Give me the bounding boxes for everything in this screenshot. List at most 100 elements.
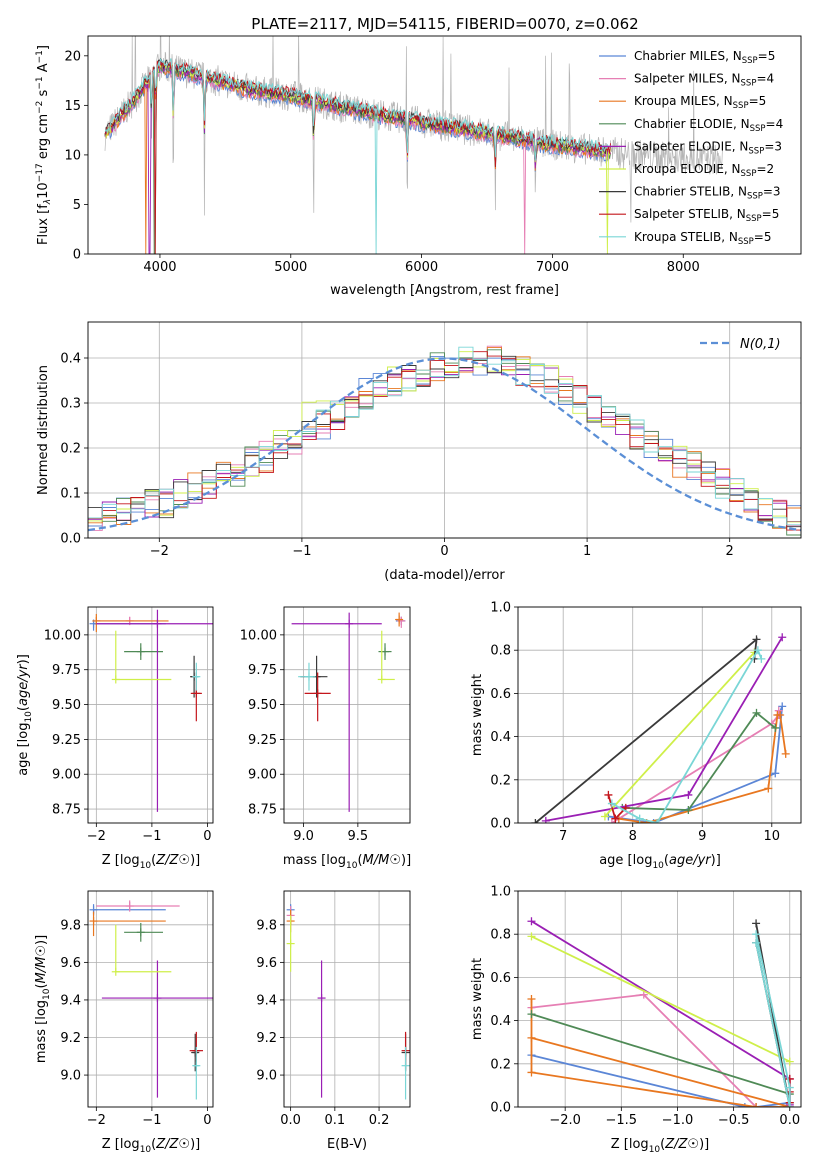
age_vs_Z-frame [87, 606, 214, 824]
spectrum-lines [104, 36, 723, 254]
mass-weight-marker [635, 814, 644, 823]
x-tick-label: 0 [203, 1113, 211, 1128]
y-tick-label: 1.0 [490, 885, 511, 900]
age_vs_mass-frame [283, 606, 411, 824]
mass-weight-marker [753, 646, 762, 655]
errorbar-point-kroupa-elodie [286, 915, 295, 972]
mass-vs-Z-y-label: mass [log10(M/M☉)] [34, 935, 52, 1063]
errorbar-point-kroupa-elodie [377, 630, 395, 684]
mass-weight-marker [752, 635, 761, 644]
mass-weight-line-kroupa-miles [618, 714, 787, 823]
y-tick-label: 9.25 [52, 733, 81, 748]
x-tick-label: 9 [698, 829, 706, 844]
errorbar-point-salpeter-miles [96, 900, 180, 912]
legend-label-subscript: SSP [750, 124, 766, 134]
mass-weight-marker [764, 784, 773, 793]
age-vs-mass-x-label: mass [log10(M/M☉)] [283, 853, 411, 871]
mass-weight-marker [531, 819, 540, 823]
x-tick-label: 9.5 [348, 829, 369, 844]
legend-label-count: =5 [754, 230, 772, 244]
x-tick-label: 0.1 [324, 1113, 345, 1128]
histogram-kroupa-stelib [88, 346, 801, 526]
age-vs-Z-x-label: Z [log10(Z/Z☉)] [102, 853, 200, 871]
errorbar-point-kroupa-elodie [111, 924, 172, 976]
mass-weight-marker [740, 1103, 749, 1107]
legend-label-subscript: SSP [742, 56, 758, 66]
errorbar-point-kroupa-elodie [111, 630, 172, 684]
age_vs_mass-points [291, 612, 406, 812]
mass-vs-ebv-x-label: E(B-V) [327, 1137, 367, 1152]
legend-label: Kroupa MILES, NSSP=5 [634, 94, 766, 111]
y-tick-label: 0.4 [490, 1014, 511, 1029]
mass-weight-marker [785, 1103, 794, 1107]
errorbar-point-salpeter-miles [397, 616, 406, 628]
legend-label-text: Chabrier STELIB, N [634, 185, 747, 199]
spectrum-axes: 4000 5000 6000 7000 8000 0 5 10 15 20 [64, 49, 699, 275]
mw_vs_age-lines [531, 633, 790, 823]
y-tick-label: 5 [73, 198, 81, 213]
x-tick-label: 7 [559, 829, 567, 844]
legend-label: Chabrier MILES, NSSP=5 [634, 49, 775, 66]
legend-label: Chabrier ELODIE, NSSP=4 [634, 117, 783, 134]
legend-label-text: Kroupa ELODIE, N [634, 162, 741, 176]
y-tick-label: 0.8 [490, 928, 511, 943]
mass-weight-marker [752, 930, 761, 939]
x-tick-label: 0.0 [779, 1113, 800, 1128]
errorbar-point-kroupa-miles [89, 911, 166, 937]
y-tick-label: 0.4 [490, 730, 511, 745]
y-tick-label: 0.8 [490, 644, 511, 659]
errorbar-point-kroupa-stelib [401, 1046, 410, 1100]
legend-label-count: =4 [766, 117, 784, 131]
x-tick-label: 7000 [536, 260, 569, 275]
x-tick-label: −2 [150, 544, 169, 559]
mass-weight-marker [778, 702, 787, 711]
x-tick-label: 0 [203, 829, 211, 844]
mass-weight-marker [778, 633, 787, 642]
errorbar-point-salpeter-elodie [96, 609, 213, 812]
spectrum-x-label: wavelength [Angstrom, rest frame] [330, 283, 559, 298]
legend-label-subscript: SSP [741, 169, 757, 179]
x-tick-label: −1.5 [606, 1113, 638, 1128]
mw-vs-Z-y-label: mass weight [470, 958, 485, 1040]
errorbar-point-salpeter-elodie [101, 960, 213, 1098]
errorbar-point-chabrier-elodie [124, 922, 163, 942]
y-tick-label: 0.2 [490, 1057, 511, 1072]
legend-label: Salpeter STELIB, NSSP=5 [634, 207, 779, 224]
errorbar-point-salpeter-stelib [304, 672, 331, 722]
mass-weight-marker [541, 816, 550, 823]
spectrum-frame [87, 35, 802, 255]
y-tick-label: 9.25 [248, 733, 277, 748]
y-tick-label: 9.6 [60, 956, 81, 971]
mass-weight-marker [604, 790, 613, 799]
y-tick-label: 9.0 [256, 1069, 277, 1084]
legend-label-count: =3 [764, 139, 782, 153]
errorbar-point-salpeter-elodie [291, 612, 382, 812]
mass-weight-marker [774, 706, 783, 715]
legend-label-count: =5 [762, 207, 780, 221]
mass-weight-line-kroupa-stelib [755, 934, 791, 1107]
mass_vs_ebv-axes: 0.0 0.1 0.2 9.0 9.2 9.4 9.6 9.8 [256, 891, 410, 1128]
mass-weight-marker [611, 814, 620, 823]
mass_vs_Z-points [89, 900, 213, 1100]
age_vs_mass-axes: 9.0 9.5 8.75 9.00 9.25 9.50 9.75 10.00 [240, 607, 410, 844]
histogram-chabrier-stelib [88, 355, 801, 528]
mass_vs_ebv-points [286, 904, 410, 1100]
mw_vs_age-frame [517, 606, 802, 824]
legend-label-count: =5 [758, 49, 776, 63]
x-tick-label: 0 [440, 544, 448, 559]
legend-label-subscript: SSP [741, 79, 757, 89]
y-tick-label: 10.00 [44, 628, 81, 643]
mass-weight-marker [684, 806, 693, 815]
legend-label: Salpeter ELODIE, NSSP=3 [634, 139, 782, 156]
legend-label-text: Kroupa MILES, N [634, 94, 733, 108]
y-tick-label: 0.4 [60, 352, 81, 367]
y-tick-label: 0.0 [490, 1101, 511, 1116]
errorbar-point-kroupa-stelib [192, 662, 201, 691]
y-tick-label: 0.0 [60, 532, 81, 547]
y-tick-label: 10.00 [240, 628, 277, 643]
mass-weight-marker [527, 1033, 536, 1042]
y-tick-label: 0.6 [490, 971, 511, 986]
mass-weight-marker [752, 708, 761, 717]
